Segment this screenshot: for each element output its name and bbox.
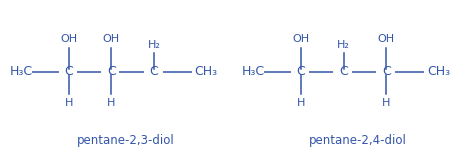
Text: OH: OH <box>378 34 395 44</box>
Text: C: C <box>150 65 158 78</box>
Text: C: C <box>297 65 305 78</box>
Text: CH₃: CH₃ <box>195 65 218 78</box>
Text: pentane-2,3-diol: pentane-2,3-diol <box>77 134 174 147</box>
Text: H: H <box>382 98 391 108</box>
Text: pentane-2,4-diol: pentane-2,4-diol <box>309 134 407 147</box>
Text: H: H <box>107 98 116 108</box>
Text: CH₃: CH₃ <box>427 65 450 78</box>
Text: C: C <box>107 65 116 78</box>
Text: H: H <box>297 98 305 108</box>
Text: C: C <box>64 65 73 78</box>
Text: OH: OH <box>292 34 310 44</box>
Text: OH: OH <box>60 34 77 44</box>
Text: C: C <box>339 65 348 78</box>
Text: H: H <box>64 98 73 108</box>
Text: C: C <box>382 65 391 78</box>
Text: H₂: H₂ <box>337 40 350 50</box>
Text: H₃C: H₃C <box>242 65 265 78</box>
Text: H₂: H₂ <box>147 40 161 50</box>
Text: H₃C: H₃C <box>10 65 33 78</box>
Text: OH: OH <box>103 34 120 44</box>
